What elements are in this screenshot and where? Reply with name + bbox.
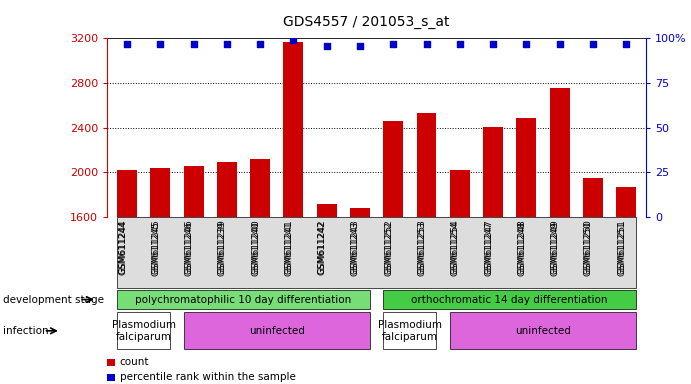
Text: GSM611242: GSM611242 xyxy=(318,219,327,273)
Point xyxy=(221,41,232,47)
Text: infection: infection xyxy=(3,326,49,336)
Text: GSM611239: GSM611239 xyxy=(218,219,227,274)
Text: GSM611248: GSM611248 xyxy=(518,219,527,274)
Point xyxy=(188,41,199,47)
Text: GSM611251: GSM611251 xyxy=(617,221,626,276)
Bar xyxy=(316,204,337,217)
Bar xyxy=(283,42,303,217)
Bar xyxy=(616,187,636,217)
Text: GSM611242: GSM611242 xyxy=(318,221,327,275)
Point xyxy=(554,41,565,47)
Point xyxy=(621,41,632,47)
Point xyxy=(155,41,166,47)
Bar xyxy=(184,166,204,217)
Text: uninfected: uninfected xyxy=(515,326,571,336)
Text: GSM611241: GSM611241 xyxy=(285,221,294,276)
Text: GSM611254: GSM611254 xyxy=(451,221,460,276)
Bar xyxy=(583,178,603,217)
Text: GSM611244: GSM611244 xyxy=(118,221,127,275)
Text: GSM611253: GSM611253 xyxy=(417,219,426,274)
Point xyxy=(354,43,366,49)
Text: GSM611248: GSM611248 xyxy=(518,221,527,276)
Point xyxy=(521,41,532,47)
Text: orthochromatic 14 day differentiation: orthochromatic 14 day differentiation xyxy=(411,295,608,305)
Text: GSM611251: GSM611251 xyxy=(617,219,626,274)
Bar xyxy=(217,162,237,217)
Point xyxy=(254,41,265,47)
Text: GSM611249: GSM611249 xyxy=(551,219,560,274)
Point xyxy=(587,41,598,47)
Text: GSM611245: GSM611245 xyxy=(151,221,160,276)
Bar xyxy=(450,170,470,217)
Text: GDS4557 / 201053_s_at: GDS4557 / 201053_s_at xyxy=(283,15,449,29)
Point xyxy=(122,41,133,47)
Text: GSM611241: GSM611241 xyxy=(285,219,294,274)
Text: Plasmodium
falciparum: Plasmodium falciparum xyxy=(112,320,176,342)
Bar xyxy=(350,208,370,217)
Text: GSM611245: GSM611245 xyxy=(151,219,160,274)
Bar xyxy=(549,88,569,217)
Text: GSM611252: GSM611252 xyxy=(384,221,393,276)
Text: percentile rank within the sample: percentile rank within the sample xyxy=(120,372,296,382)
Text: GSM611247: GSM611247 xyxy=(484,219,493,274)
Bar xyxy=(384,121,404,217)
Text: GSM611249: GSM611249 xyxy=(551,221,560,276)
Bar xyxy=(516,118,536,217)
Text: GSM611253: GSM611253 xyxy=(417,221,426,276)
Point xyxy=(421,41,432,47)
Text: GSM611240: GSM611240 xyxy=(251,221,260,276)
Point xyxy=(488,41,499,47)
Text: Plasmodium
falciparum: Plasmodium falciparum xyxy=(378,320,442,342)
Text: GSM611250: GSM611250 xyxy=(584,219,593,274)
Point xyxy=(288,37,299,43)
Text: GSM611243: GSM611243 xyxy=(351,219,360,274)
Text: polychromatophilic 10 day differentiation: polychromatophilic 10 day differentiatio… xyxy=(135,295,352,305)
Text: GSM611247: GSM611247 xyxy=(484,221,493,276)
Text: GSM611239: GSM611239 xyxy=(218,221,227,276)
Text: uninfected: uninfected xyxy=(249,326,305,336)
Text: count: count xyxy=(120,358,149,367)
Point xyxy=(388,41,399,47)
Text: GSM611252: GSM611252 xyxy=(384,219,393,274)
Text: GSM611244: GSM611244 xyxy=(118,219,127,273)
Point xyxy=(321,43,332,49)
Bar xyxy=(417,113,437,217)
Text: GSM611246: GSM611246 xyxy=(184,219,193,274)
Bar xyxy=(151,168,170,217)
Text: GSM611250: GSM611250 xyxy=(584,221,593,276)
Bar xyxy=(250,159,270,217)
Text: GSM611254: GSM611254 xyxy=(451,219,460,274)
Text: GSM611243: GSM611243 xyxy=(351,221,360,276)
Text: GSM611240: GSM611240 xyxy=(251,219,260,274)
Bar xyxy=(483,127,503,217)
Point xyxy=(454,41,465,47)
Text: GSM611246: GSM611246 xyxy=(184,221,193,276)
Bar xyxy=(117,170,137,217)
Text: development stage: development stage xyxy=(3,295,104,305)
